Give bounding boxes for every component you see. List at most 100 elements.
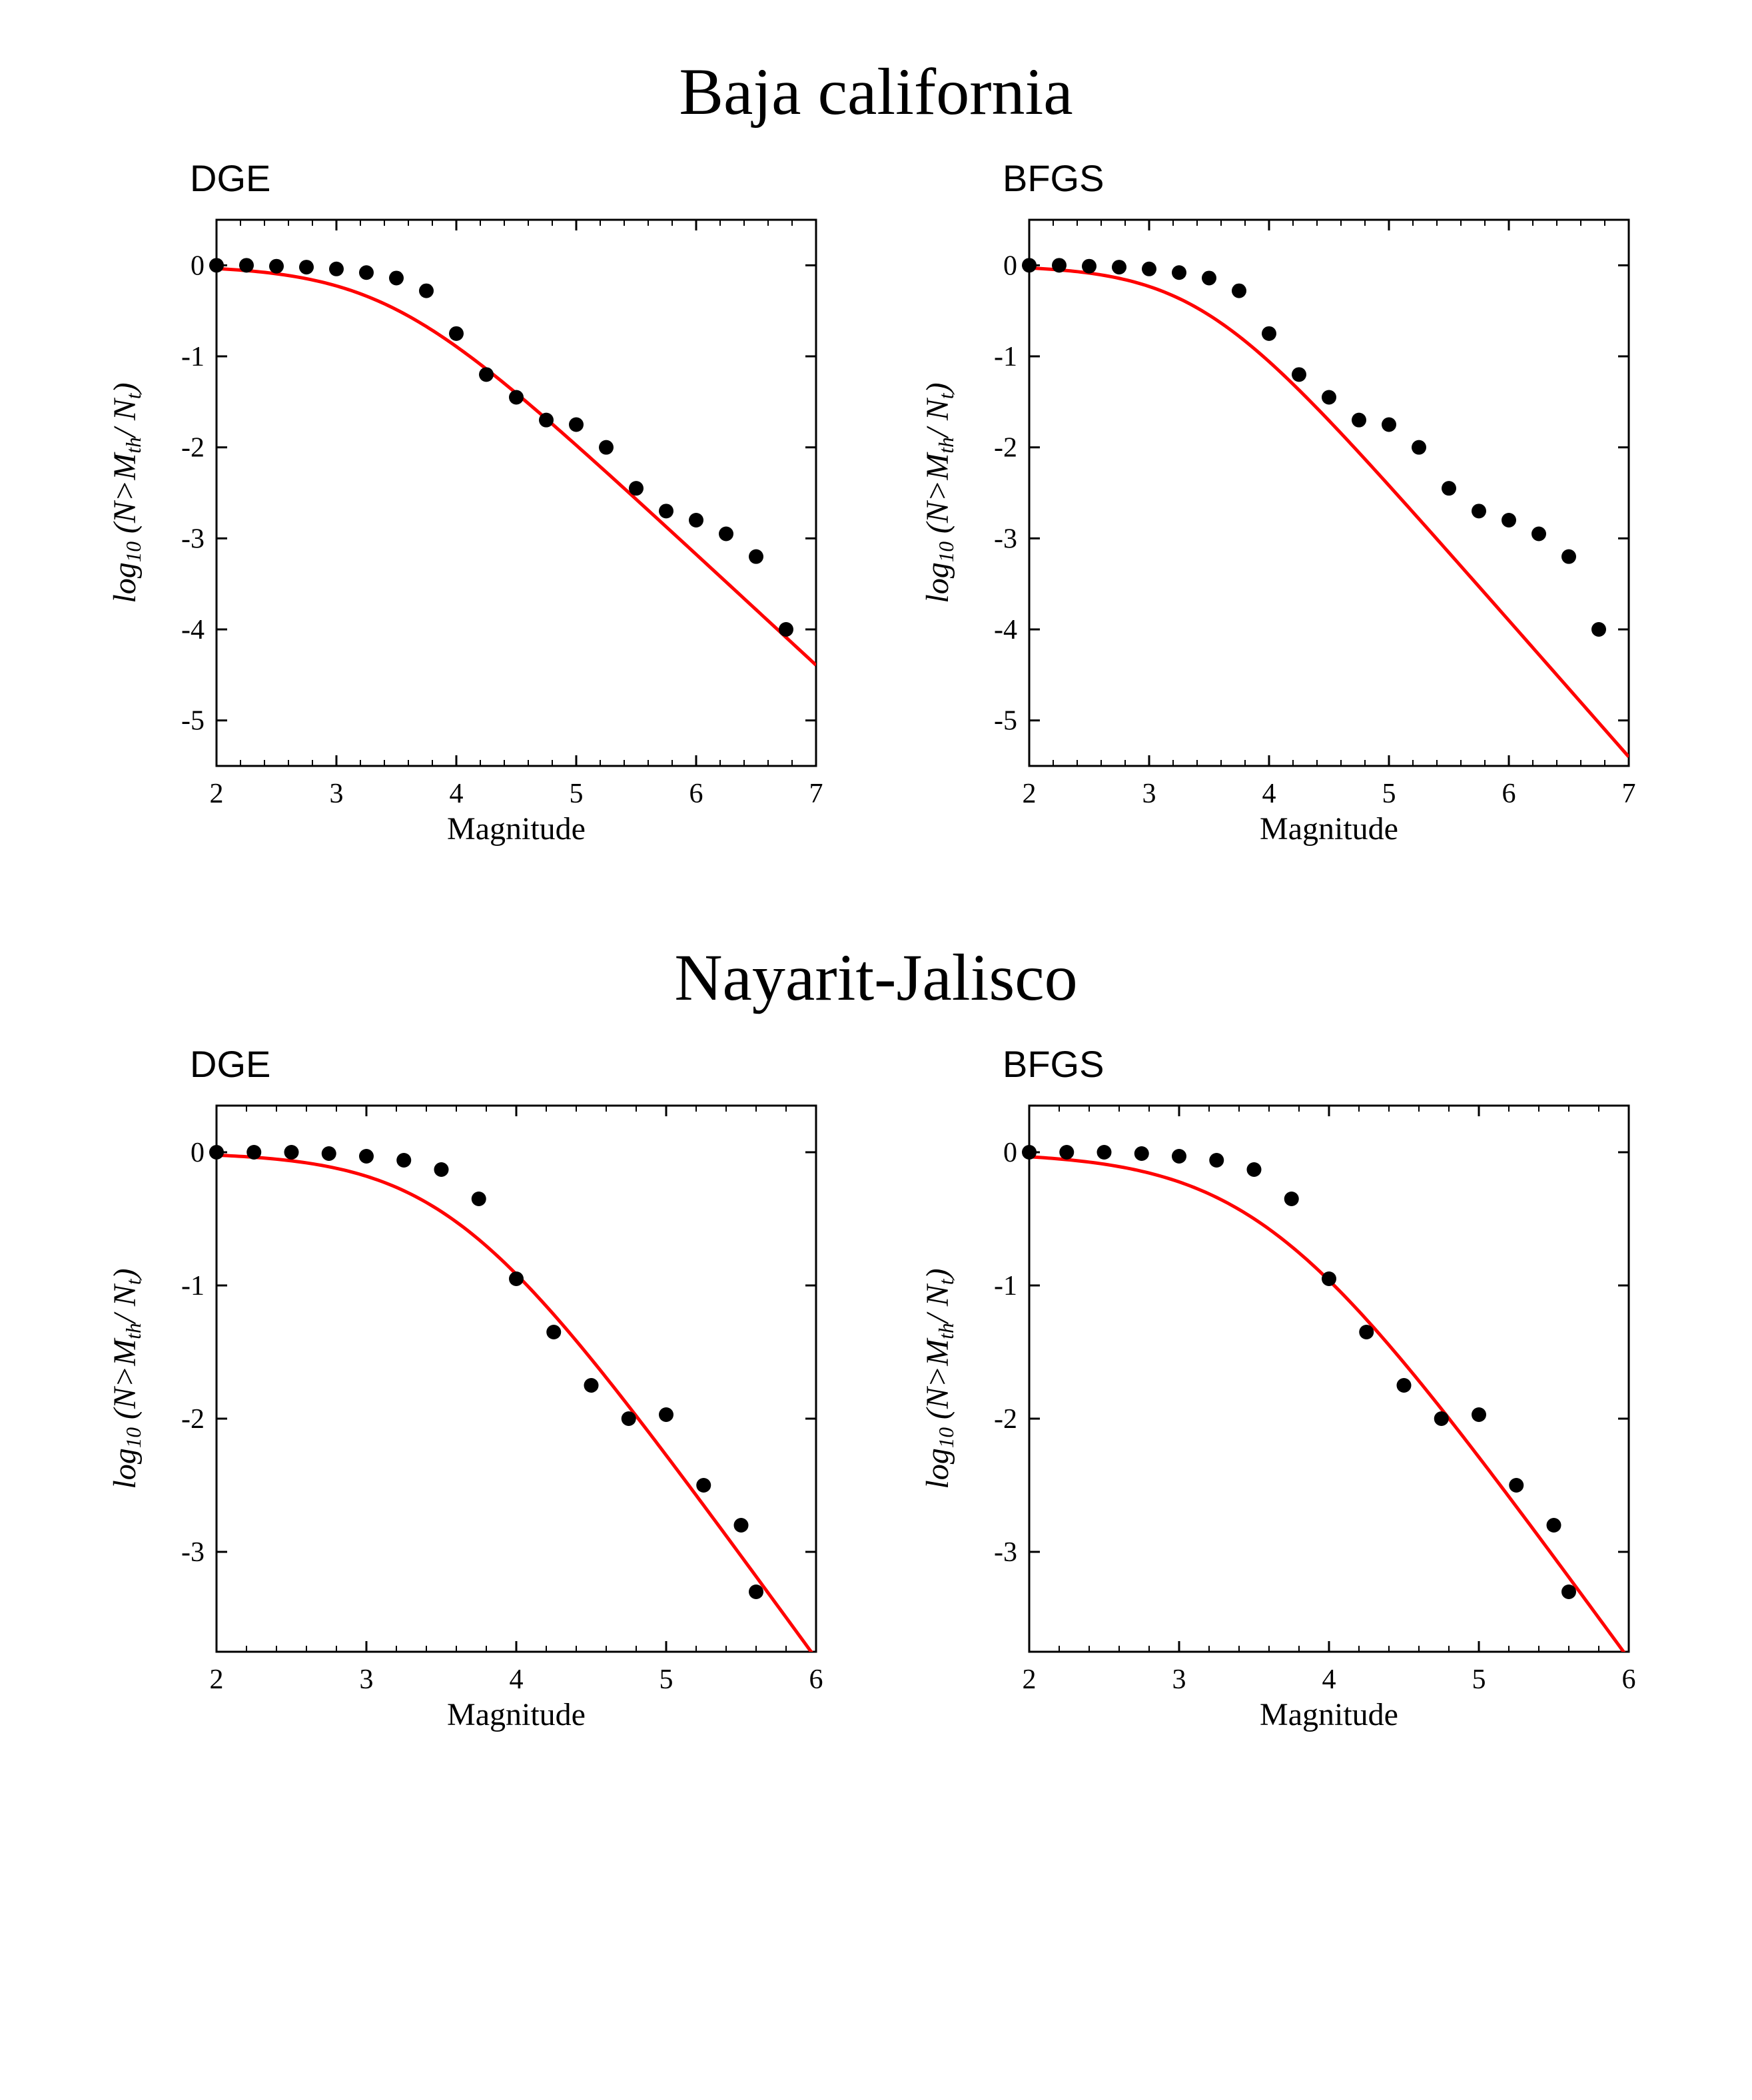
data-point [539, 413, 554, 428]
data-point [239, 258, 254, 272]
chart-panel: BFGS2345670-1-2-3-4-5Magnitudelog10 (N>M… [916, 157, 1649, 859]
y-tick-label: -5 [994, 706, 1017, 737]
data-point [1059, 1145, 1074, 1160]
data-point [1022, 1145, 1037, 1160]
x-tick-label: 2 [1023, 779, 1037, 809]
data-point [1082, 259, 1096, 274]
x-axis-label: Magnitude [447, 1697, 586, 1732]
data-point [246, 1145, 261, 1160]
x-tick-label: 5 [1472, 1664, 1486, 1695]
data-point [1359, 1325, 1374, 1339]
panel-subtitle: BFGS [1003, 157, 1649, 200]
y-tick-label: -3 [181, 524, 205, 554]
chart-plot: 2345670-1-2-3-4-5Magnitudelog10 (N>Mth/ … [103, 206, 836, 859]
data-point [269, 259, 284, 274]
x-tick-label: 4 [510, 1664, 524, 1695]
figure-root: Baja california DGE 2 3 4 5 6 7 0 -1 -2 -3 -4 -5 Magni… [27, 53, 1725, 1745]
region-title: Baja california [27, 53, 1725, 130]
data-point [1509, 1478, 1524, 1493]
data-point [622, 1411, 636, 1426]
x-tick-label: 6 [1622, 1664, 1636, 1695]
x-axis-label: Magnitude [1260, 1697, 1398, 1732]
x-tick-label: 5 [659, 1664, 673, 1695]
y-tick-label: -2 [181, 433, 205, 464]
x-tick-label: 5 [570, 779, 584, 809]
data-point [1097, 1145, 1112, 1160]
y-axis-label: log10 (N>Mth/ Nt) [107, 1268, 145, 1489]
data-point [449, 326, 464, 341]
data-point [1142, 262, 1156, 276]
data-point [659, 504, 673, 518]
data-point [569, 418, 584, 432]
y-tick-label: -3 [994, 1537, 1017, 1568]
data-point [1547, 1518, 1561, 1533]
data-point [1172, 265, 1186, 280]
x-axis-label: Magnitude [447, 811, 586, 847]
data-point [322, 1146, 336, 1161]
data-point [509, 1271, 524, 1286]
y-tick-label: -3 [181, 1537, 205, 1568]
data-point [1352, 413, 1366, 428]
data-point [1292, 367, 1306, 382]
x-tick-label: 2 [1023, 1664, 1037, 1695]
x-tick-label: 6 [809, 1664, 823, 1695]
chart-plot: 234560-1-2-3Magnitudelog10 (N>Mth/ Nt) [916, 1092, 1649, 1745]
y-tick-label: 0 [1003, 250, 1017, 281]
data-point [1022, 258, 1037, 272]
panel-subtitle: BFGS [1003, 1042, 1649, 1086]
data-point [509, 390, 524, 405]
y-tick-label: -1 [181, 1271, 205, 1301]
data-point [1134, 1146, 1149, 1161]
y-tick-label: 0 [191, 1138, 205, 1168]
y-tick-label: -4 [994, 615, 1017, 645]
data-point [1202, 270, 1216, 285]
data-point [284, 1145, 299, 1160]
data-point [629, 481, 644, 496]
data-point [599, 440, 614, 455]
data-point [1209, 1153, 1224, 1168]
fit-curve [1029, 268, 1629, 757]
data-point [1232, 284, 1246, 298]
x-tick-label: 2 [210, 779, 224, 809]
data-point [1561, 1584, 1576, 1599]
y-tick-label: -1 [994, 342, 1017, 372]
data-point [1502, 513, 1516, 527]
y-axis-label: log10 (N>Mth/ Nt) [107, 382, 145, 603]
data-point [1052, 258, 1067, 272]
x-tick-label: 4 [1262, 779, 1276, 809]
data-point [434, 1162, 449, 1177]
x-tick-label: 3 [1172, 1664, 1186, 1695]
data-point [546, 1325, 561, 1339]
x-tick-label: 2 [210, 1664, 224, 1695]
y-axis-label: log10 (N>Mth/ Nt) [920, 1268, 958, 1489]
y-tick-label: -3 [994, 524, 1017, 554]
data-point [1112, 260, 1126, 274]
chart-panel: DGE2345670-1-2-3-4-5Magnitudelog10 (N>Mt… [103, 157, 836, 859]
x-tick-label: 3 [360, 1664, 374, 1695]
data-point [1442, 481, 1456, 496]
panel-subtitle: DGE [190, 1042, 836, 1086]
data-point [659, 1407, 673, 1422]
data-point [1532, 527, 1546, 541]
data-point [1472, 1407, 1486, 1422]
data-point [749, 549, 763, 564]
chart-row: DGE2345670-1-2-3-4-5Magnitudelog10 (N>Mt… [27, 157, 1725, 859]
chart-plot: 2 3 4 5 6 0 -1 -2 -3 Magnitude log10 (N>Mth/ Nt) [103, 1092, 836, 1745]
data-point [734, 1518, 749, 1533]
data-point [1262, 326, 1276, 341]
y-tick-label: -2 [181, 1404, 205, 1435]
data-point [719, 527, 733, 541]
x-tick-label: 7 [1622, 779, 1636, 809]
fit-curve [217, 268, 816, 665]
fit-curve [1029, 1157, 1629, 1659]
data-point [1172, 1149, 1186, 1164]
x-tick-label: 6 [1502, 779, 1516, 809]
y-tick-label: 0 [1003, 1138, 1017, 1168]
x-tick-label: 3 [1142, 779, 1156, 809]
data-point [1322, 1271, 1336, 1286]
y-tick-label: -2 [994, 1404, 1017, 1435]
y-tick-label: -1 [181, 342, 205, 372]
x-tick-label: 5 [1382, 779, 1396, 809]
data-point [1397, 1378, 1412, 1393]
data-point [779, 622, 793, 637]
